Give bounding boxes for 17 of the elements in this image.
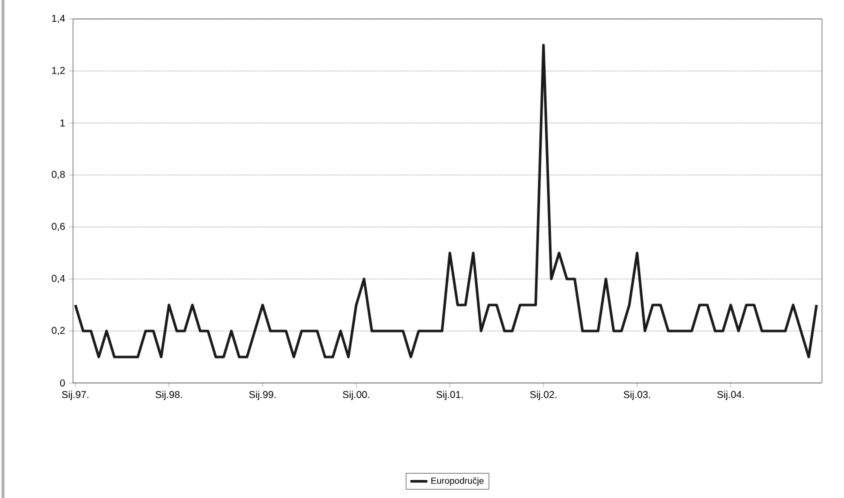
- y-tick-label: 1: [60, 120, 65, 126]
- x-tick-label: Sij.04.: [717, 390, 744, 400]
- y-tick-label: 0,6: [52, 222, 65, 232]
- y-tick-label: 0,2: [52, 326, 65, 336]
- x-tick-label: Sij.98.: [156, 390, 182, 400]
- x-tick-label: Sij.97.: [62, 390, 88, 400]
- y-tick-label: 0,4: [52, 274, 65, 284]
- y-tick-label: 0: [60, 379, 65, 387]
- y-tick-label: 1,2: [52, 66, 65, 76]
- x-tick-label: Sij.01.: [436, 390, 463, 400]
- y-tick-label: 1,4: [52, 14, 65, 24]
- x-tick-label: Sij.02.: [530, 390, 556, 400]
- legend-label: Europodručje: [431, 477, 484, 486]
- x-tick-label: Sij.03.: [624, 390, 650, 400]
- x-tick-label: Sij.99.: [249, 390, 276, 400]
- x-tick-label: Sij.00.: [342, 390, 370, 400]
- y-tick-label: 0,8: [52, 170, 65, 180]
